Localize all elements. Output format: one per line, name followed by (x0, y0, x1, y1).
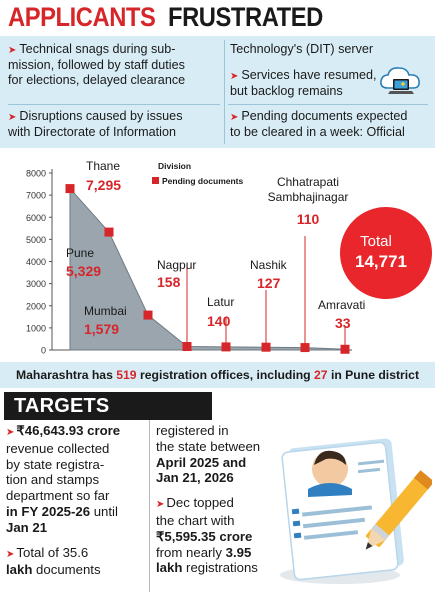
point-dit-server: Technology's (DIT) server (230, 42, 374, 56)
points-divider (224, 40, 225, 144)
arrow-bullet-icon: ➤ (230, 112, 239, 123)
targets-achieved-title: TARGETS ACHIEVED (4, 392, 212, 445)
y-tick-label: 8000 (26, 169, 46, 179)
value-label: 5,329 (66, 263, 101, 279)
data-point-marker (261, 342, 271, 352)
category-label: Pune (66, 246, 94, 260)
headline-word-frustrated: FRUSTRATED (168, 2, 323, 32)
total-circle (340, 207, 432, 299)
category-label: Latur (207, 295, 234, 309)
pending-documents-chart: 0 1000 2000 3000 4000 5000 6000 7000 8000 Thane 7… (0, 150, 435, 362)
category-label: Thane (86, 159, 120, 173)
data-point-marker (182, 342, 192, 352)
category-label: Mumbai (84, 304, 127, 318)
headline-word-applicants: APPLICANTS (8, 2, 156, 32)
y-tick-label: 4000 (26, 257, 46, 267)
point-disruptions: ➤ Disruptions caused by issues with Direc… (8, 109, 183, 139)
arrow-bullet-icon: ➤ (156, 499, 165, 511)
category-label: Chhatrapati (277, 175, 339, 189)
arrow-bullet-icon: ➤ (6, 548, 15, 560)
data-point-marker (300, 343, 310, 353)
total-label: Total (360, 233, 392, 250)
category-label: Amravati (318, 298, 365, 312)
headline: APPLICANTS FRUSTRATED (0, 0, 435, 36)
y-tick-label: 2000 (26, 301, 46, 311)
arrow-bullet-icon: ➤ (6, 427, 15, 438)
y-tick-label: 6000 (26, 213, 46, 223)
y-tick-label: 7000 (26, 191, 46, 201)
category-label-line2: Sambhajinagar (268, 190, 349, 204)
value-label: 7,295 (86, 177, 121, 193)
data-point-marker (65, 184, 75, 194)
value-label: 33 (335, 315, 351, 331)
targets-column-left: ➤ ₹46,643.93 crore revenue collected by s… (6, 423, 121, 578)
total-value: 14,771 (355, 252, 407, 271)
legend-pending-documents: Pending documents (162, 176, 244, 186)
data-point-marker (221, 342, 231, 352)
data-point-marker (143, 310, 153, 320)
data-point-marker (340, 344, 350, 354)
y-tick-label: 0 (41, 346, 46, 356)
y-tick-label: 3000 (26, 279, 46, 289)
targets-divider (149, 420, 150, 592)
y-tick-label: 5000 (26, 235, 46, 245)
document-pen-illustration (268, 425, 435, 595)
data-point-marker (104, 227, 114, 237)
value-label: 158 (157, 274, 181, 290)
category-label: Nashik (250, 258, 288, 272)
value-label: 1,579 (84, 321, 119, 337)
points-divider-left (8, 104, 220, 105)
key-points-panel (0, 36, 435, 148)
legend-division: Division (158, 161, 191, 171)
legend-square-marker (152, 177, 159, 184)
cloud-laptop-icon (378, 62, 424, 102)
arrow-bullet-icon: ➤ (8, 45, 17, 56)
value-label: 140 (207, 313, 231, 329)
points-divider-right (228, 104, 428, 105)
point-technical-snags: ➤ Technical snags during sub- mission, fo… (8, 42, 186, 87)
value-label: 110 (297, 211, 320, 227)
arrow-bullet-icon: ➤ (230, 71, 239, 82)
category-label: Nagpur (157, 258, 196, 272)
arrow-bullet-icon: ➤ (8, 112, 17, 123)
targets-column-right: registered in the state between April 20… (156, 423, 261, 576)
y-tick-label: 1000 (26, 323, 46, 333)
registration-offices-band: Maharashtra has 519 registration offices… (0, 362, 435, 388)
value-label: 127 (257, 275, 281, 291)
point-pending-cleared: ➤ Pending documents expected to be cleare… (230, 109, 408, 139)
chart-svg: 0 1000 2000 3000 4000 5000 6000 7000 8000 Thane 7… (26, 159, 432, 356)
point-services-resumed: ➤ Services have resumed, but backlog rema… (230, 68, 377, 98)
